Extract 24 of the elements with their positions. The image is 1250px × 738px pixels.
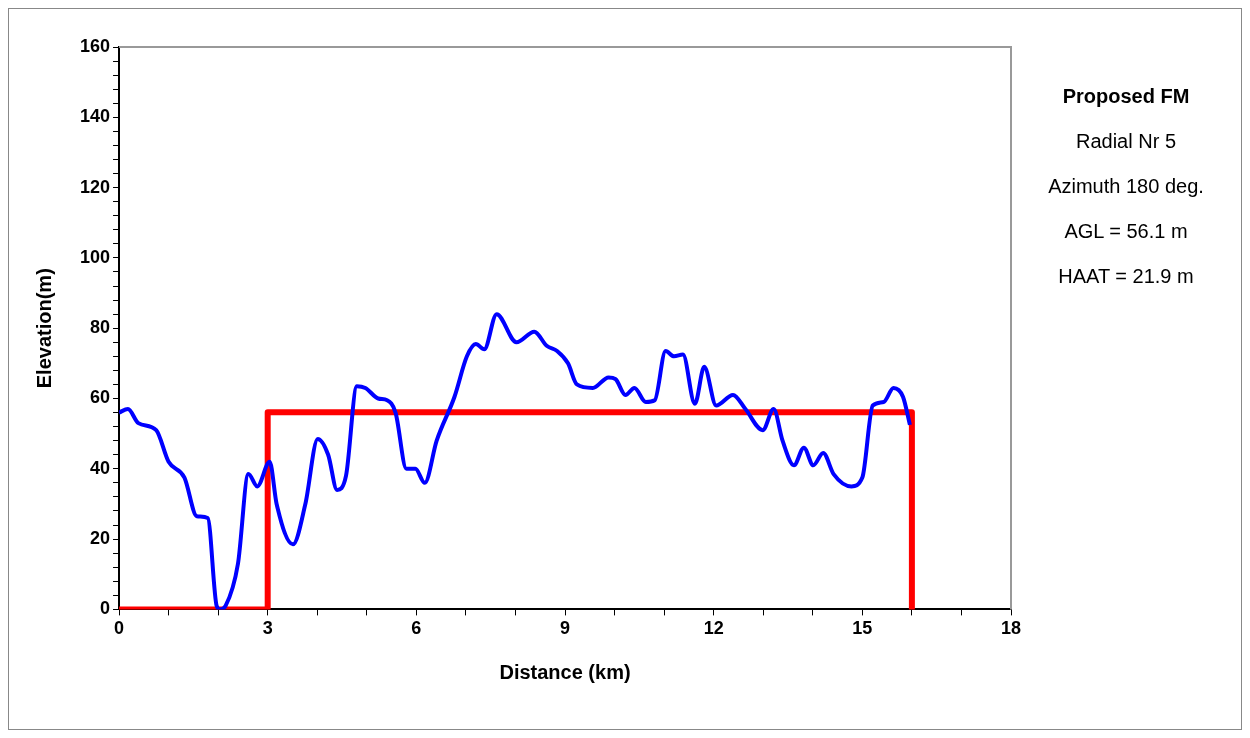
y-tick-label: 120 — [79, 176, 111, 197]
y-tick-label: 140 — [79, 106, 111, 127]
y-tick-label: 0 — [100, 598, 111, 619]
x-axis-title: Distance (km) — [499, 660, 631, 683]
y-tick-label: 60 — [90, 387, 111, 408]
x-tick-label: 15 — [852, 618, 873, 639]
text: HAAT = 21.9 m — [1058, 264, 1194, 287]
x-tick-label: 3 — [262, 618, 273, 639]
y-tick-label: 100 — [79, 246, 111, 267]
text: Proposed FM — [1062, 84, 1190, 107]
x-tick-label: 12 — [703, 618, 724, 639]
x-tick-label: 6 — [411, 618, 422, 639]
text: AGL = 56.1 m — [1064, 219, 1188, 242]
line-series — [119, 312, 912, 610]
y-axis-title: Elevation(m) — [32, 268, 55, 389]
y-tick-label: 20 — [90, 528, 111, 549]
x-tick-label: 0 — [114, 618, 125, 639]
x-tick-label: 9 — [560, 618, 571, 639]
x-tick-label: 18 — [1000, 618, 1022, 639]
text: Azimuth 180 deg. — [1048, 174, 1204, 197]
y-tick-label: 80 — [90, 317, 111, 338]
y-tick-label: 40 — [90, 457, 111, 478]
text: Radial Nr 5 — [1075, 129, 1177, 152]
y-tick-label: 160 — [79, 35, 111, 56]
